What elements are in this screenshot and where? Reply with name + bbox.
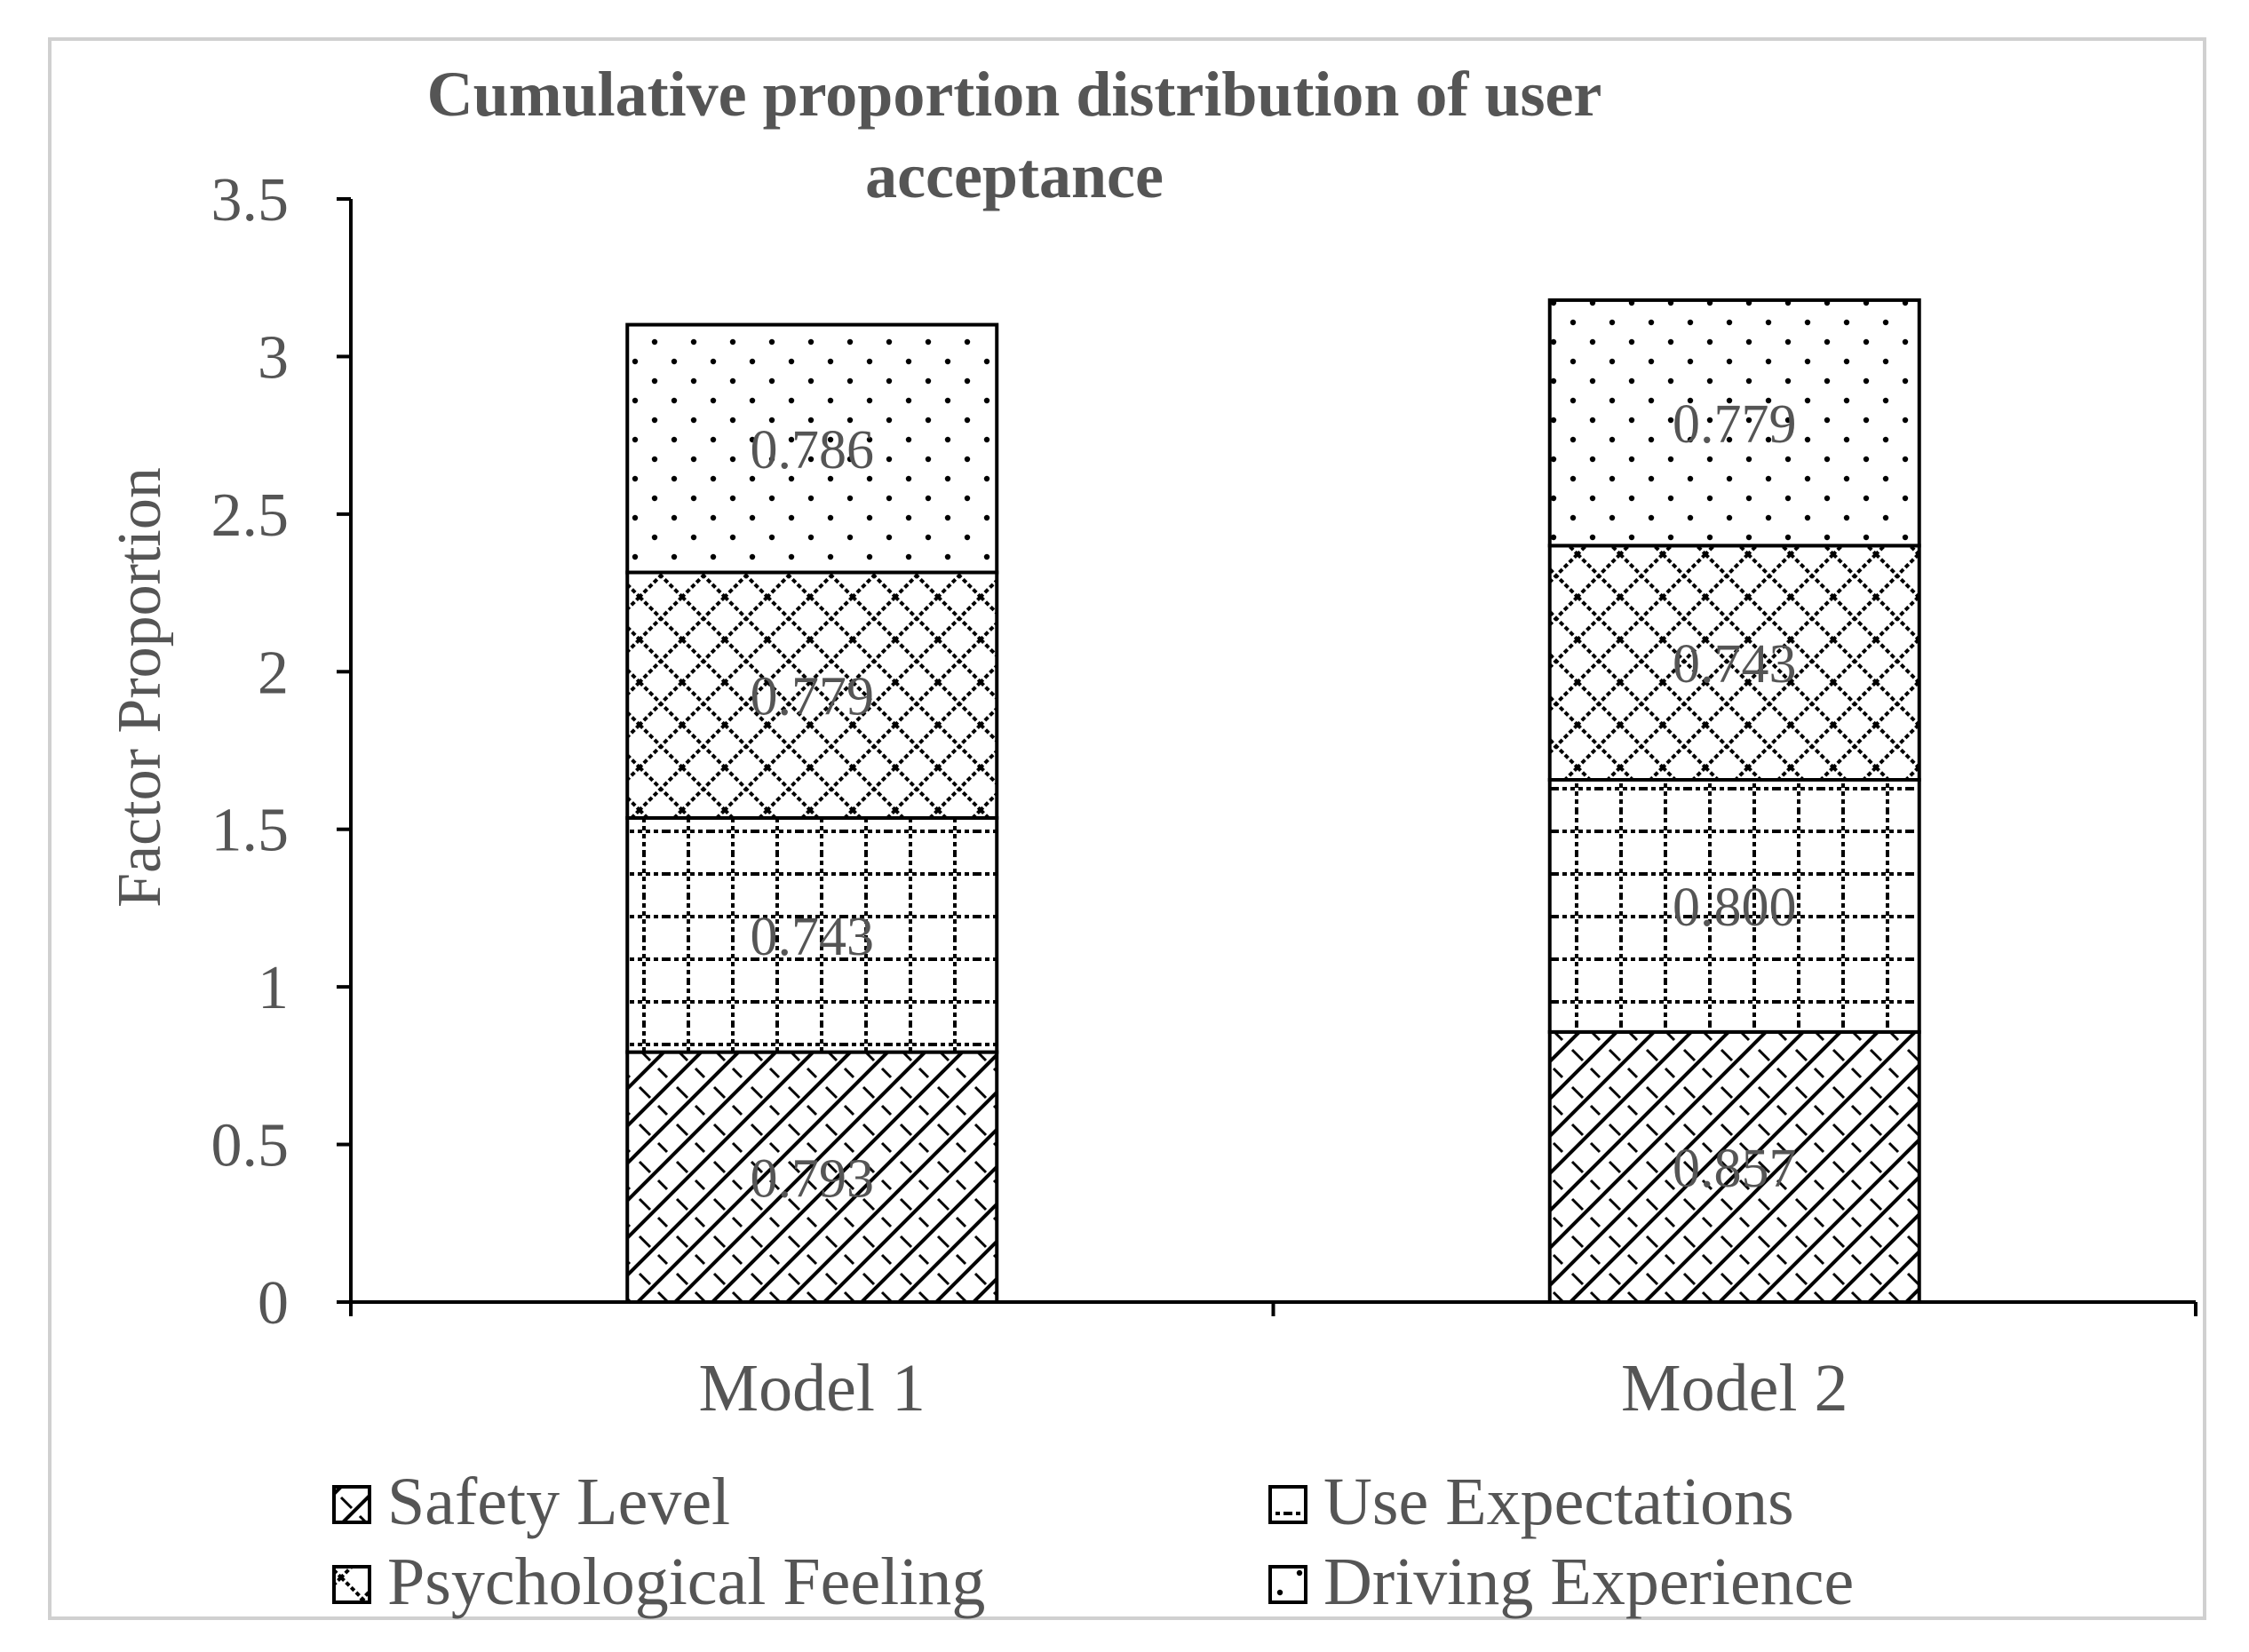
y-axis-title: Factor Proportion — [106, 467, 174, 908]
legend-label-psychological-feeling: Psychological Feeling — [387, 1545, 985, 1619]
bar-segment — [625, 815, 999, 1054]
bar-segment — [1547, 544, 1921, 782]
y-tick-label: 3 — [258, 323, 289, 392]
legend-item-psychological-feeling: Psychological Feeling — [332, 1545, 985, 1619]
legend-item-use-expectations: Use Expectations — [1268, 1465, 1794, 1539]
legend-swatch-driving-experience — [1268, 1565, 1307, 1604]
x-tick-label: Model 1 — [699, 1351, 926, 1426]
x-tick-label: Model 2 — [1621, 1351, 1848, 1426]
legend-label-safety-level: Safety Level — [387, 1465, 730, 1539]
y-tick-label: 1.5 — [211, 797, 290, 865]
bar-segment — [1547, 778, 1921, 1034]
data-label: 0.743 — [751, 907, 875, 967]
legend-swatch-psychological-feeling — [332, 1565, 371, 1604]
y-tick-label: 0.5 — [211, 1112, 290, 1180]
y-tick-label: 1 — [258, 954, 289, 1022]
legend-item-safety-level: Safety Level — [332, 1465, 730, 1539]
bars — [625, 298, 1921, 1305]
data-label: 0.857 — [1673, 1139, 1797, 1199]
legend-swatch-use-expectations — [1268, 1485, 1307, 1524]
legend: Safety Level Use Expectations Psychologi… — [332, 1465, 1854, 1619]
y-tick-label: 2 — [258, 639, 289, 707]
bar-segment — [625, 570, 999, 820]
data-label: 0.800 — [1673, 878, 1797, 938]
bar-segment — [625, 322, 999, 575]
legend-item-driving-experience: Driving Experience — [1268, 1545, 1854, 1619]
y-tick-label: 2.5 — [211, 481, 290, 550]
bar-segment — [1547, 298, 1921, 548]
legend-label-driving-experience: Driving Experience — [1323, 1545, 1854, 1619]
y-tick-label: 3.5 — [211, 166, 290, 234]
legend-label-use-expectations: Use Expectations — [1323, 1465, 1794, 1539]
y-tick-label: 0 — [258, 1269, 289, 1338]
data-label: 0.779 — [1673, 394, 1797, 455]
data-label: 0.743 — [1673, 634, 1797, 695]
data-label: 0.793 — [751, 1148, 875, 1209]
data-labels: 0.793 0.743 0.779 0.786 0.857 0.800 0.743 0.779 — [751, 394, 1797, 1209]
chart-title-line-1: Cumulative proportion distribution of us… — [427, 59, 1602, 130]
bar-segment — [1547, 1029, 1921, 1305]
data-label: 0.786 — [751, 420, 875, 481]
data-label: 0.779 — [751, 667, 875, 727]
chart-title-line-2: acceptance — [865, 140, 1164, 211]
bar-segment — [625, 1050, 999, 1304]
legend-swatch-safety-level — [332, 1485, 371, 1524]
